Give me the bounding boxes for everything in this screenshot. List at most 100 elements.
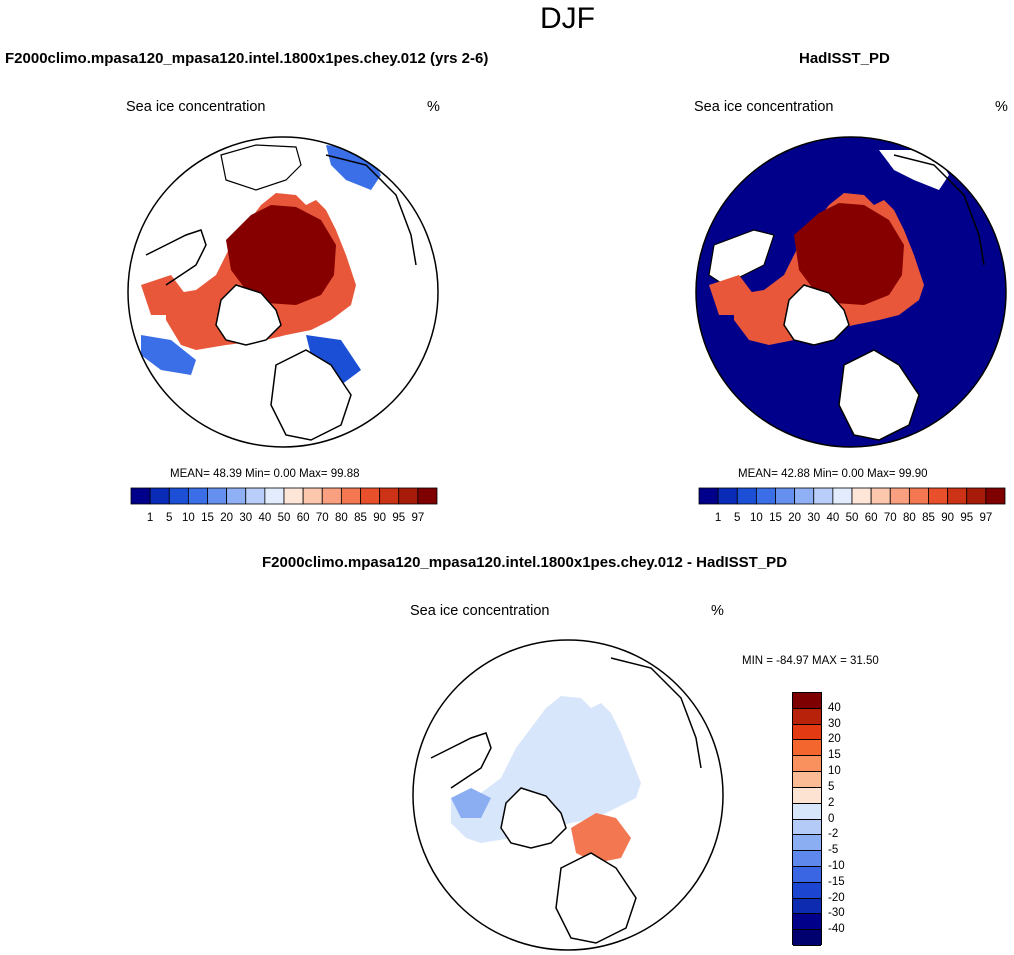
stats-diff: MIN = -84.97 MAX = 31.50 (742, 655, 879, 667)
stats-model: MEAN= 48.39 Min= 0.00 Max= 99.88 (170, 468, 360, 480)
colorbar-swatch (207, 487, 228, 505)
colorbar-tick-label: -10 (828, 859, 845, 872)
colorbar-tick-label: 1 (714, 512, 722, 524)
colorbar-swatch (775, 487, 796, 505)
colorbar-ticks-obs: 1 5 10 15 20 30 40 50 60 70 80 85 90 95 97 (699, 512, 1005, 526)
colorbar-tick-label: -20 (828, 891, 845, 904)
colorbar-swatch (379, 487, 400, 505)
colorbar-tick-label: -40 (828, 923, 845, 936)
colorbar-tick-label: 40 (258, 512, 272, 524)
colorbar-tick-label: 20 (788, 512, 802, 524)
colorbar-swatch (283, 487, 304, 505)
colorbar-swatch (794, 487, 815, 505)
colorbar-swatch (245, 487, 266, 505)
colorbar-swatch (149, 487, 170, 505)
colorbar-swatch (360, 487, 381, 505)
ice-core (226, 205, 336, 305)
colorbar-swatch (302, 487, 323, 505)
colorbar-tick-label: 95 (960, 512, 974, 524)
colorbar-swatch (698, 487, 719, 505)
colorbar-tick-label: 40 (826, 512, 840, 524)
colorbar-tick-label: 5 (166, 512, 173, 524)
colorbar-diff (792, 692, 822, 946)
panel-title-diff: F2000climo.mpasa120_mpasa120.intel.1800x… (262, 554, 788, 571)
colorbar-swatch (187, 487, 208, 505)
land-pacific (708, 229, 775, 286)
colorbar-swatch (793, 740, 821, 757)
colorbar-tick-label: 10 (181, 512, 195, 524)
land-greenland (783, 284, 850, 346)
colorbar-tick-label: 1 (146, 512, 154, 524)
land-greenland (215, 284, 282, 346)
colorbar-tick-label: 30 (239, 512, 253, 524)
warm-streak (571, 813, 631, 863)
colorbar-swatch (793, 708, 821, 725)
colorbar-tick-label: 50 (845, 512, 859, 524)
colorbar-swatch (793, 930, 821, 946)
colorbar-tick-label: -15 (828, 875, 845, 888)
colorbar-tick-label: 2 (828, 796, 835, 809)
colorbar-tick-label: 85 (354, 512, 367, 524)
colorbar-swatch (793, 756, 821, 773)
colorbar-tick-label: -2 (828, 828, 839, 841)
ice-hudson (709, 275, 754, 315)
ice-pacific (220, 144, 302, 191)
colorbar-tick-label: 97 (411, 512, 425, 524)
colorbar-swatch (398, 487, 419, 505)
colorbar-swatch (985, 487, 1006, 505)
variable-label-model: Sea ice concentration (126, 99, 266, 115)
colorbar-tick-label: 15 (769, 512, 782, 524)
colorbar-swatch (755, 487, 776, 505)
land-canada (430, 732, 492, 789)
colorbar-obs (698, 487, 1006, 505)
colorbar-tick-label: 15 (201, 512, 214, 524)
colorbar-swatch (793, 803, 821, 820)
colorbar-swatch (130, 487, 151, 505)
colorbar-swatch (168, 487, 189, 505)
polar-map-diff (412, 639, 724, 951)
colorbar-tick-label: 5 (828, 780, 835, 793)
colorbar-tick-label: 80 (902, 512, 916, 524)
colorbar-swatch (793, 882, 821, 899)
colorbar-tick-label: 97 (979, 512, 993, 524)
season-title: DJF (540, 2, 595, 35)
colorbar-swatch (813, 487, 834, 505)
colorbar-swatch (870, 487, 891, 505)
polar-map-model (127, 136, 439, 448)
colorbar-swatch (793, 898, 821, 915)
colorbar-tick-label: 60 (864, 512, 878, 524)
land-alaska (610, 657, 702, 769)
land-alaska (893, 154, 985, 266)
colorbar-tick-label: 30 (828, 717, 841, 730)
colorbar-tick-label: 85 (922, 512, 935, 524)
colorbar-swatch (851, 487, 872, 505)
colorbar-swatch (947, 487, 968, 505)
land-eurasia (270, 349, 352, 441)
colorbar-tick-label: 20 (828, 733, 841, 746)
cold-streak (451, 788, 491, 818)
colorbar-swatch (793, 787, 821, 804)
panel-title-obs: HadISST_PD (799, 50, 890, 67)
colorbar-swatch (736, 487, 757, 505)
land-greenland (500, 787, 567, 849)
polar-map-obs (695, 136, 1007, 448)
colorbar-swatch (908, 487, 929, 505)
stats-obs: MEAN= 42.88 Min= 0.00 Max= 99.90 (738, 468, 928, 480)
colorbar-tick-label: -30 (828, 907, 845, 920)
ice-core (794, 203, 904, 305)
ice-hudson (141, 275, 186, 315)
panel-title-model: F2000climo.mpasa120_mpasa120.intel.1800x… (5, 50, 489, 67)
colorbar-tick-label: 5 (734, 512, 741, 524)
units-label-model: % (427, 99, 440, 115)
colorbar-tick-label: 0 (828, 812, 835, 825)
ice-labrador (141, 335, 196, 375)
colorbar-swatch (340, 487, 361, 505)
land-eurasia (838, 349, 920, 441)
ice-edge-band (451, 696, 641, 843)
colorbar-swatch (264, 487, 285, 505)
colorbar-swatch (793, 914, 821, 931)
colorbar-swatch (321, 487, 342, 505)
colorbar-swatch (793, 693, 821, 709)
colorbar-tick-label: 40 (828, 701, 841, 714)
colorbar-swatch (928, 487, 949, 505)
